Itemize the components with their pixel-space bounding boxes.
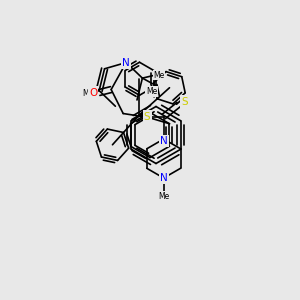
Text: Me: Me xyxy=(153,70,164,80)
Text: N: N xyxy=(160,173,168,183)
Text: N: N xyxy=(160,136,168,146)
Text: S: S xyxy=(144,112,151,122)
Text: S: S xyxy=(182,97,188,106)
Text: Me: Me xyxy=(146,87,157,96)
Text: N: N xyxy=(122,58,130,68)
Text: Me: Me xyxy=(158,191,169,200)
Text: O: O xyxy=(89,88,97,98)
Text: Me: Me xyxy=(82,89,93,98)
